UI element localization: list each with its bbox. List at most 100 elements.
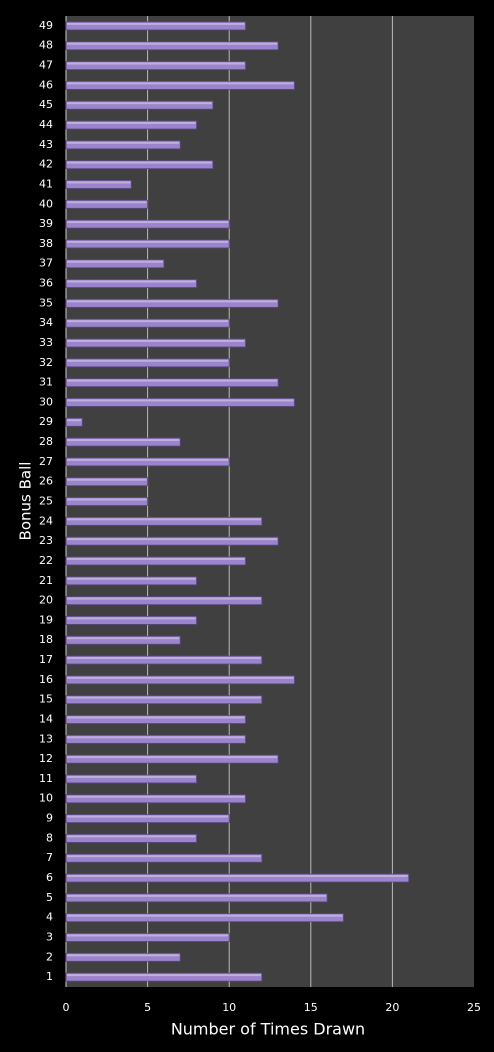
bar [65,536,279,546]
bar-highlight [67,577,196,580]
y-tick-label: 31 [39,376,53,389]
y-axis-label: Bonus Ball [17,462,35,541]
bar-highlight [67,62,245,65]
y-tick-label: 37 [39,257,53,270]
bar [65,437,181,447]
bar-highlight [67,42,278,45]
bar [65,853,263,863]
y-tick-label: 1 [46,970,53,983]
bar [65,417,83,427]
y-tick-label: 20 [39,594,53,607]
bar [65,814,230,823]
y-tick-label: 35 [39,296,53,309]
y-tick-label: 29 [39,415,53,428]
bar-highlight [67,835,196,838]
bar [65,298,279,308]
y-tick-label: 45 [39,98,53,111]
bar [65,933,230,942]
bar-highlight [67,538,278,541]
bar-highlight [67,795,245,798]
bar-highlight [67,300,278,303]
y-tick-label: 22 [39,554,53,567]
bar-highlight [67,201,147,204]
bar-highlight [67,458,229,461]
bar [65,655,263,665]
bar-highlight [67,102,212,105]
x-tick-label: 5 [144,1001,151,1014]
y-tick-label: 3 [46,930,53,943]
y-tick-label: 24 [39,514,53,527]
bar [65,199,148,209]
bar [65,635,181,645]
bar-highlight [67,161,212,164]
bar [65,794,246,804]
bar [65,318,230,328]
y-tick-label: 28 [39,435,53,448]
bar [65,952,181,962]
y-tick-label: 9 [46,812,53,825]
bar-highlight [67,657,261,660]
bar-highlight [67,399,294,402]
bar-highlight [67,181,131,184]
y-tick-label: 43 [39,138,53,151]
bar-highlight [67,339,245,342]
bar-highlight [67,815,229,818]
y-tick-label: 21 [39,574,53,587]
bar [65,715,246,724]
y-tick-label: 12 [39,752,53,765]
bar-highlight [67,439,180,442]
bar [65,754,279,764]
bar-highlight [67,240,229,243]
y-tick-label: 15 [39,693,53,706]
y-tick-label: 26 [39,475,53,488]
y-tick-label: 4 [46,911,53,924]
bar [65,100,214,110]
y-tick-label: 6 [46,871,53,884]
bar-highlight [67,756,278,759]
bar [65,41,279,51]
bar [65,675,295,685]
bar-highlight [67,855,261,858]
bar [65,219,230,229]
y-tick-label: 14 [39,712,53,725]
bar-highlight [67,498,147,501]
bar [65,239,230,249]
bar [65,556,246,566]
bar [65,279,197,288]
x-tick-label: 0 [63,1001,70,1014]
y-tick-label: 39 [39,217,53,230]
bar [65,913,344,923]
bar [65,61,246,70]
bar-highlight [67,637,180,640]
bar-highlight [67,221,229,224]
bar [65,358,230,368]
bar-highlight [67,914,343,917]
bar-highlight [67,22,245,25]
y-tick-label: 10 [39,792,53,805]
bar [65,21,246,31]
bar [65,80,295,90]
bar [65,477,148,487]
bar [65,378,279,388]
bar-highlight [67,597,261,600]
y-tick-label: 47 [39,59,53,72]
bar-highlight [67,478,147,481]
x-tick-label: 10 [222,1001,236,1014]
bar [65,972,263,982]
y-tick-label: 48 [39,39,53,52]
bar [65,160,214,170]
bar-highlight [67,676,294,679]
y-tick-label: 49 [39,19,53,32]
x-axis-label: Number of Times Drawn [171,1020,365,1039]
y-tick-label: 23 [39,534,53,547]
bar-highlight [67,974,261,977]
bar [65,120,197,130]
y-tick-label: 11 [39,772,53,785]
y-tick-label: 38 [39,237,53,250]
y-tick-label: 27 [39,455,53,468]
bar-highlight [67,280,196,283]
bar-highlight [67,934,229,937]
y-tick-label: 7 [46,851,53,864]
